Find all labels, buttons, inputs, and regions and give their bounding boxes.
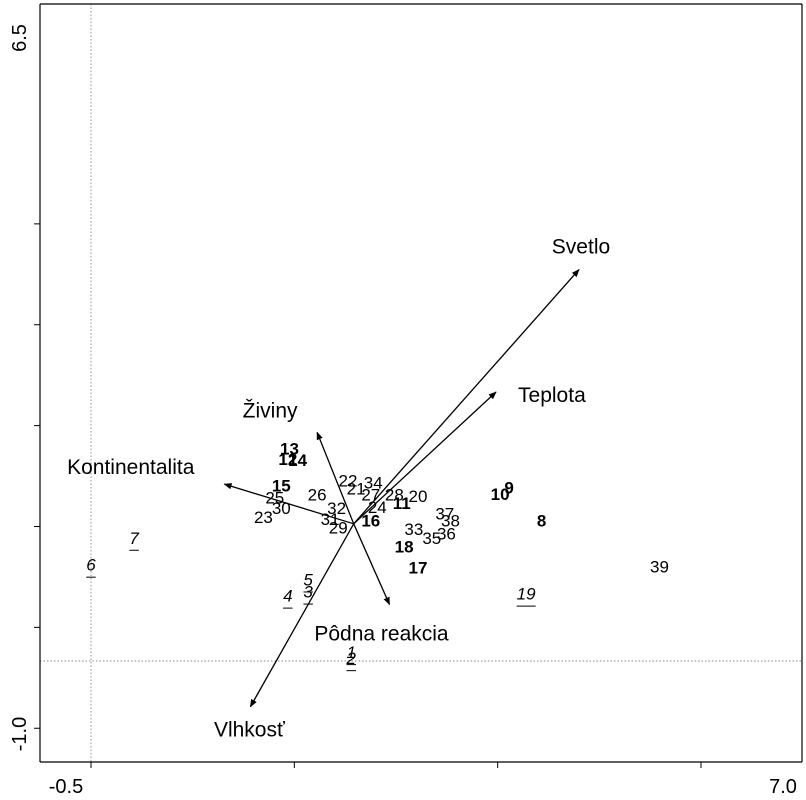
sample-point-30: 30 (272, 499, 291, 518)
x-tick-label-min: -0.5 (49, 776, 83, 798)
sample-point-28: 28 (385, 486, 404, 505)
sample-point-9: 9 (504, 478, 513, 497)
sample-point-16: 16 (361, 511, 380, 530)
vector-svetlo (353, 269, 580, 525)
vector-label-ziviny: Živiny (243, 399, 298, 422)
reference-lines (40, 4, 802, 762)
sample-point-2: 2 (346, 649, 357, 668)
sample-point-34: 34 (364, 474, 383, 493)
sample-point-1: 1 (347, 643, 356, 662)
sample-point-5: 5 (303, 570, 313, 589)
sample-point-31: 31 (321, 510, 340, 529)
sample-point-13: 13 (280, 439, 299, 458)
sample-point-4: 4 (283, 587, 292, 606)
vector-teplota (353, 391, 497, 525)
sample-points: 1234567891011121314151617181920212223242… (86, 439, 669, 672)
vector-vlhkost (249, 523, 355, 708)
x-tick-label-max: 7.0 (769, 776, 797, 798)
sample-point-39: 39 (650, 558, 669, 577)
sample-point-10: 10 (491, 485, 510, 504)
vector-label-vlhkost: Vlhkosť (214, 719, 286, 742)
vector-label-kontinentalita: Kontinentalita (67, 456, 195, 479)
sample-point-26: 26 (308, 486, 327, 505)
vector-label-podna-reakcia: Pôdna reakcia (314, 623, 449, 646)
y-tick-label-min: -1.0 (9, 717, 31, 751)
y-tick-label-max: 6.5 (9, 24, 31, 52)
sample-point-27: 27 (361, 486, 380, 505)
sample-point-14: 14 (288, 451, 307, 470)
sample-point-12: 12 (278, 450, 297, 469)
axes: 6.5 -1.0 -0.5 7.0 (9, 3, 803, 798)
sample-point-6: 6 (86, 556, 96, 575)
sample-point-25: 25 (265, 488, 284, 507)
sample-point-37: 37 (435, 505, 454, 524)
sample-point-36: 36 (437, 525, 456, 544)
sample-point-29: 29 (329, 519, 348, 538)
sample-point-23: 23 (254, 508, 273, 527)
sample-point-17: 17 (408, 558, 427, 577)
vector-label-svetlo: Svetlo (552, 236, 610, 259)
sample-point-22: 22 (339, 472, 358, 491)
sample-point-32: 32 (327, 499, 346, 518)
vector-label-teplota: Teplota (518, 384, 586, 407)
sample-point-20: 20 (408, 487, 427, 506)
environmental-vectors: Svetlo Teplota Živiny Kontinentalita Pôdna r… (67, 236, 610, 742)
sample-point-33: 33 (404, 520, 423, 539)
sample-point-35: 35 (422, 529, 441, 548)
sample-point-24: 24 (368, 498, 387, 517)
sample-point-19: 19 (517, 585, 536, 604)
sample-point-11: 11 (393, 494, 411, 513)
vector-ziviny (316, 431, 355, 525)
sample-point-8: 8 (537, 511, 546, 530)
sample-point-38: 38 (441, 511, 460, 530)
vector-podna-reakcia (353, 523, 391, 606)
sample-point-21: 21 (347, 480, 366, 499)
vector-kontinentalita (223, 483, 354, 525)
sample-point-7: 7 (129, 529, 139, 548)
sample-point-18: 18 (395, 538, 414, 557)
sample-point-15: 15 (272, 476, 291, 495)
